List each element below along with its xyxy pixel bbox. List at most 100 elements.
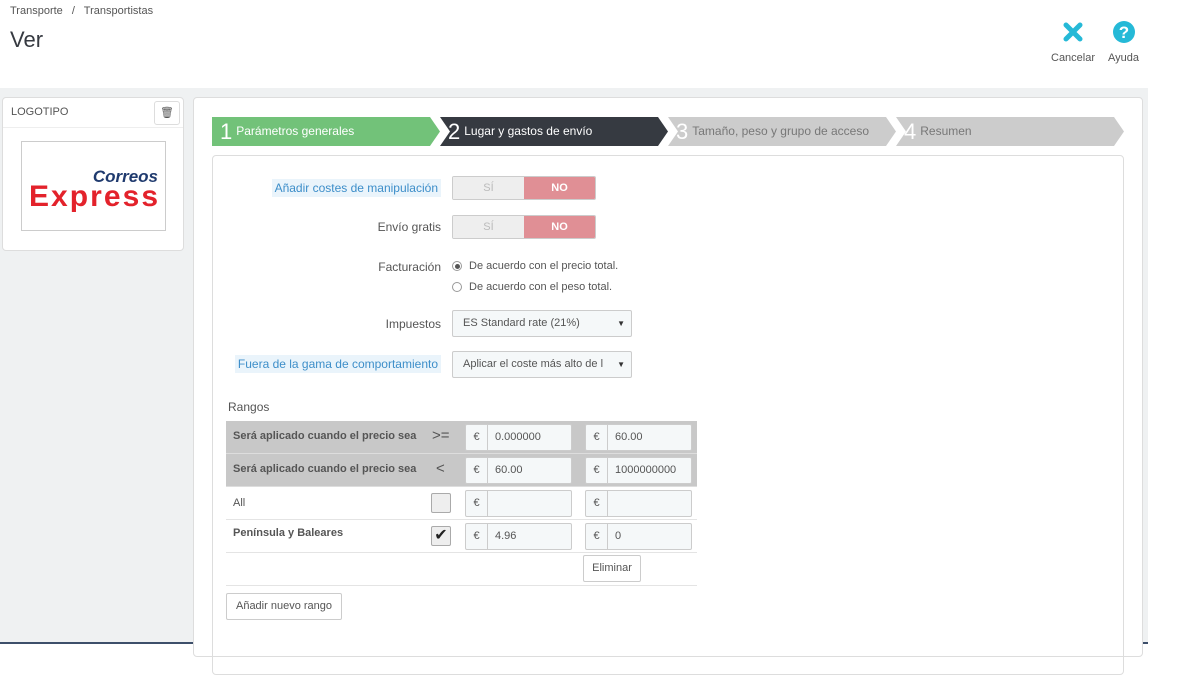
delete-logo-button[interactable]: 🗑: [154, 101, 180, 125]
range-to-input-1[interactable]: €60.00: [465, 457, 572, 484]
radio-selected-icon: [452, 261, 462, 271]
step-number: 2: [448, 119, 461, 145]
billing-radio-price[interactable]: De acuerdo con el precio total.: [452, 260, 618, 272]
input-value: 0: [615, 530, 622, 542]
radio-label: De acuerdo con el precio total.: [469, 260, 619, 272]
step-label: Lugar y gastos de envío: [464, 124, 593, 138]
step-number: 3: [676, 119, 689, 145]
euro-icon: €: [586, 425, 608, 450]
step-3-shape: [668, 117, 896, 146]
breadcrumb-separator: /: [71, 5, 75, 17]
range-to-input-2[interactable]: €1000000000: [585, 457, 692, 484]
page-header: Transporte / Transportistas Ver Cancelar…: [0, 0, 1200, 88]
zone-all-input-2[interactable]: €: [585, 490, 692, 517]
close-icon: [1063, 22, 1083, 42]
step-2-shape: [440, 117, 668, 146]
handling-yes[interactable]: SÍ: [453, 177, 524, 199]
breadcrumb: Transporte / Transportistas: [10, 5, 159, 17]
zone-all-input-1[interactable]: €: [465, 490, 572, 517]
svg-text:?: ?: [1118, 23, 1128, 42]
page-title: Ver: [10, 27, 44, 52]
input-value: 0.000000: [495, 431, 541, 443]
radio-icon: [452, 282, 462, 292]
handling-label: Añadir costes de manipulación: [271, 179, 441, 197]
zone-row-peninsula: Península y Baleares ✔ €4.96 €0: [226, 520, 697, 553]
ranges-table: Será aplicado cuando el precio sea >= €0…: [226, 421, 697, 620]
radio-label: De acuerdo con el peso total.: [469, 281, 613, 293]
step-3[interactable]: 3 Tamaño, peso y grupo de acceso: [668, 117, 883, 146]
zone-peninsula-checkbox[interactable]: ✔: [431, 526, 451, 546]
step-form: Añadir costes de manipulación SÍ NO Enví…: [212, 155, 1124, 675]
step-number: 1: [220, 119, 233, 145]
carrier-logo: Correos Express: [21, 141, 166, 231]
zone-peninsula-input-1[interactable]: €4.96: [465, 523, 572, 550]
input-value: 60.00: [495, 464, 523, 476]
free-shipping-yes[interactable]: SÍ: [453, 216, 524, 238]
range-to-label: Será aplicado cuando el precio sea: [233, 463, 417, 475]
euro-icon: €: [586, 458, 608, 483]
ranges-title: Rangos: [228, 400, 270, 414]
logo-panel: LOGOTIPO 🗑 Correos Express: [2, 97, 184, 251]
range-from-input-1[interactable]: €0.000000: [465, 424, 572, 451]
trash-icon: 🗑: [160, 107, 174, 119]
zone-row-all: All € €: [226, 487, 697, 520]
svg-text:Correos: Correos: [93, 167, 158, 186]
euro-icon: €: [466, 458, 488, 483]
input-value: [488, 491, 495, 516]
carrier-wizard-panel: 1 Parámetros generales 2 Lugar y gastos de…: [193, 97, 1143, 675]
step-label: Tamaño, peso y grupo de acceso: [692, 124, 870, 138]
step-1[interactable]: 1 Parámetros generales: [212, 117, 427, 146]
euro-icon: €: [466, 524, 488, 549]
step-label: Resumen: [920, 124, 972, 138]
out-of-range-select[interactable]: Aplicar el coste más alto de l: [452, 351, 632, 378]
step-number: 4: [904, 119, 917, 145]
handling-toggle[interactable]: SÍ NO: [452, 176, 596, 200]
zone-peninsula-input-2[interactable]: €0: [585, 523, 692, 550]
cancel-button[interactable]: Cancelar: [1051, 20, 1095, 64]
range-to-row: Será aplicado cuando el precio sea < €60…: [226, 454, 697, 487]
range-from-operator: >=: [432, 427, 450, 444]
zone-name: Península y Baleares: [233, 527, 344, 539]
help-button[interactable]: ? Ayuda: [1108, 20, 1139, 64]
billing-radio-weight[interactable]: De acuerdo con el peso total.: [452, 281, 612, 293]
free-shipping-no[interactable]: NO: [524, 216, 595, 238]
zone-all-checkbox[interactable]: [431, 493, 451, 513]
cancel-label: Cancelar: [1051, 52, 1096, 64]
billing-label: Facturación: [378, 260, 441, 274]
delete-range-button[interactable]: Eliminar: [583, 555, 641, 582]
handling-no[interactable]: NO: [524, 177, 595, 199]
wizard-steps: 1 Parámetros generales 2 Lugar y gastos de…: [212, 117, 1132, 146]
checkmark-icon: ✔: [434, 527, 448, 544]
help-icon: ?: [1112, 21, 1135, 43]
range-actions-row: Eliminar: [226, 553, 697, 586]
range-from-label: Será aplicado cuando el precio sea: [233, 430, 417, 442]
out-of-range-label: Fuera de la gama de comportamiento: [234, 355, 441, 373]
zone-name: All: [233, 497, 246, 509]
free-shipping-label: Envío gratis: [377, 220, 441, 234]
step-4-shape: [896, 117, 1124, 146]
input-value: 60.00: [615, 431, 643, 443]
breadcrumb-transportistas[interactable]: Transportistas: [83, 5, 154, 17]
add-range-button[interactable]: Añadir nuevo rango: [226, 593, 342, 620]
input-value: [608, 491, 615, 516]
range-from-row: Será aplicado cuando el precio sea >= €0…: [226, 421, 697, 454]
free-shipping-toggle[interactable]: SÍ NO: [452, 215, 596, 239]
svg-text:Express: Express: [29, 180, 158, 213]
euro-icon: €: [586, 491, 608, 516]
logo-panel-title: LOGOTIPO: [3, 98, 183, 128]
help-label: Ayuda: [1108, 52, 1139, 64]
tax-label: Impuestos: [385, 317, 441, 331]
input-value: 1000000000: [615, 464, 677, 476]
euro-icon: €: [466, 491, 488, 516]
euro-icon: €: [466, 425, 488, 450]
step-1-shape: [212, 117, 440, 146]
step-2[interactable]: 2 Lugar y gastos de envío: [440, 117, 655, 146]
range-from-input-2[interactable]: €60.00: [585, 424, 692, 451]
step-label: Parámetros generales: [236, 124, 355, 138]
tax-select[interactable]: ES Standard rate (21%): [452, 310, 632, 337]
range-to-operator: <: [436, 460, 445, 477]
input-value: 4.96: [495, 530, 517, 542]
step-4[interactable]: 4 Resumen: [896, 117, 1111, 146]
breadcrumb-transporte[interactable]: Transporte: [10, 5, 63, 17]
euro-icon: €: [586, 524, 608, 549]
